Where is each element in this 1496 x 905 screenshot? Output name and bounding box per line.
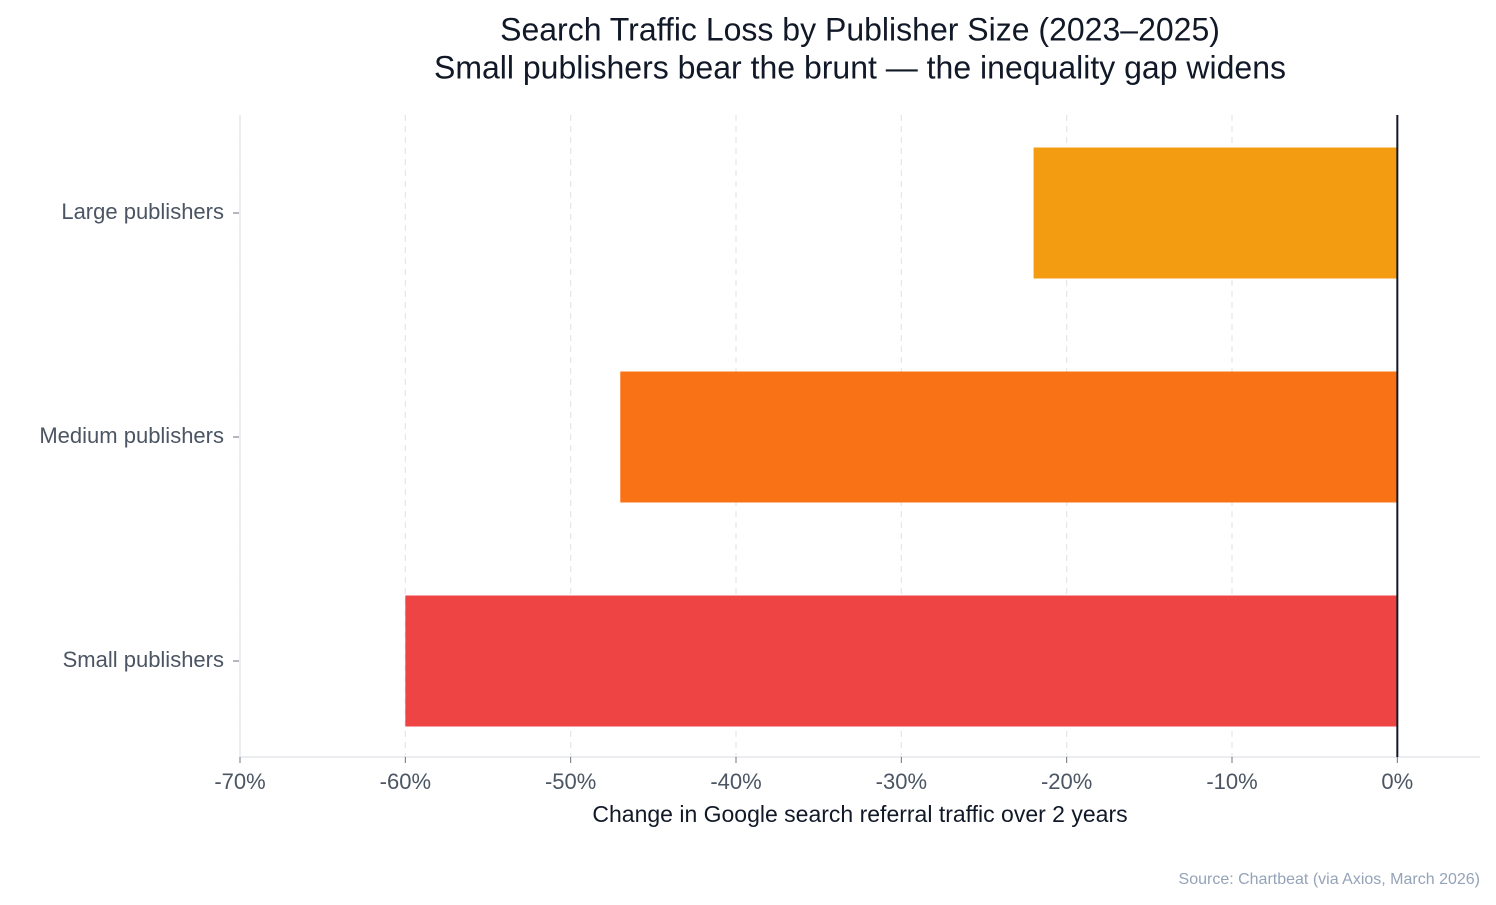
chart-subtitle: Small publishers bear the brunt — the in… [434,49,1286,85]
source-note: Source: Chartbeat (via Axios, March 2026… [1179,871,1480,888]
x-tick-label: -60% [380,769,431,794]
x-axis-label: Change in Google search referral traffic… [592,801,1127,827]
x-tick-label: -40% [710,769,761,794]
bar [620,371,1398,503]
y-tick-label: Medium publishers [39,423,224,448]
x-tick-label: -20% [1041,769,1092,794]
bar [1033,147,1398,279]
x-tick-label: 0% [1381,769,1413,794]
x-tick-label: -30% [876,769,927,794]
x-tick-label: -70% [214,769,265,794]
x-tick-label: -10% [1206,769,1257,794]
y-tick-label: Large publishers [61,199,224,224]
x-tick-label: -50% [545,769,596,794]
y-tick-label: Small publishers [63,647,224,672]
chart-title: Search Traffic Loss by Publisher Size (2… [500,11,1220,47]
bar [405,595,1398,727]
